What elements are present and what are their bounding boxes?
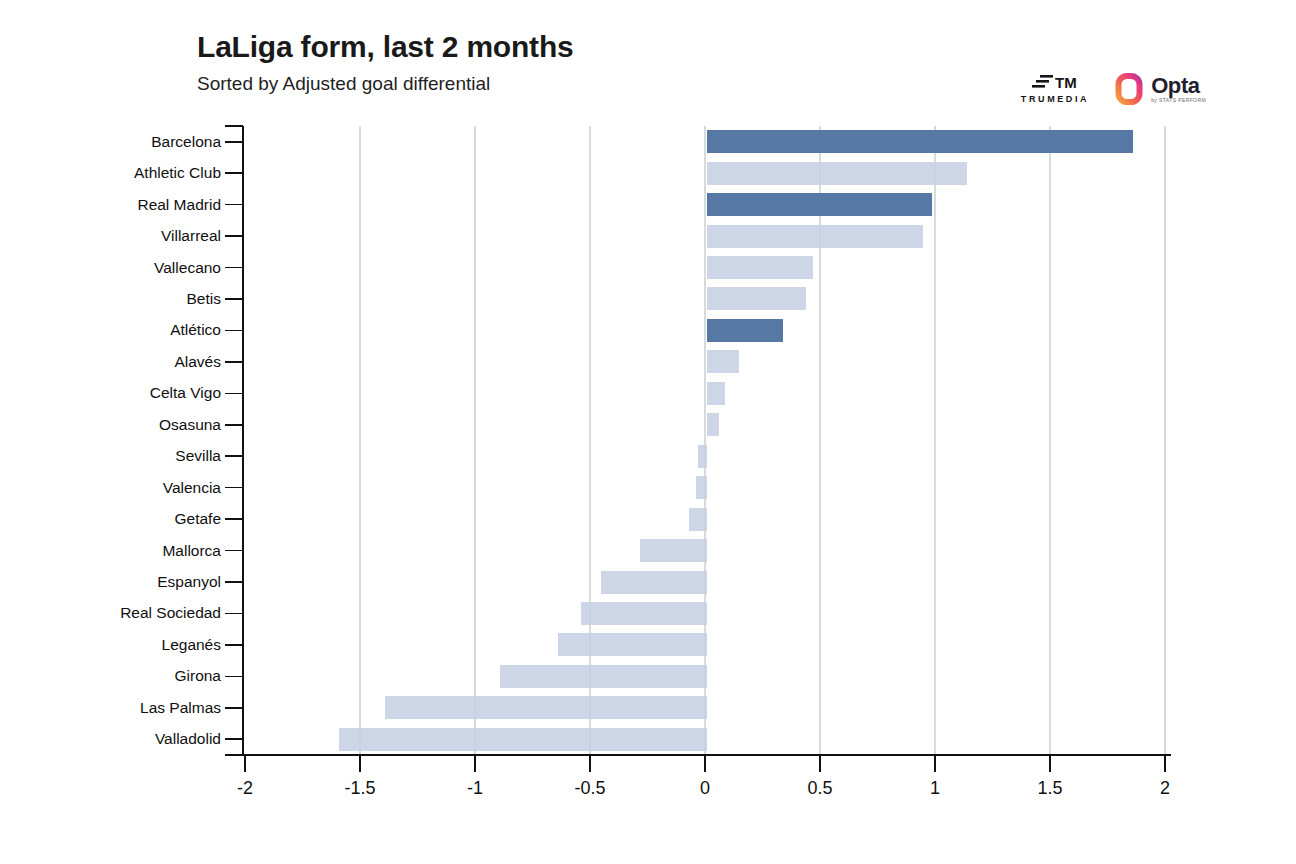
y-tick — [225, 455, 243, 457]
bar-betis — [707, 287, 806, 310]
team-label: Espanyol — [40, 573, 221, 591]
chart-page: LaLiga form, last 2 months Sorted by Adj… — [0, 0, 1296, 864]
x-tick-label: -0.5 — [574, 778, 605, 799]
bar-chart: Barcelona Athletic Club Real Madrid Villarr… — [0, 0, 1296, 864]
bar-athletic-club — [707, 162, 967, 185]
x-axis-line — [225, 754, 1171, 756]
y-tick — [225, 393, 243, 395]
x-tick-label: 1.5 — [1037, 778, 1062, 799]
team-label: Las Palmas — [40, 699, 221, 717]
team-label: Villarreal — [40, 227, 221, 245]
x-tick-label: 1 — [930, 778, 940, 799]
y-tick — [225, 738, 243, 740]
y-tick — [225, 581, 243, 583]
x-tick — [1049, 755, 1051, 772]
y-tick — [225, 361, 243, 363]
y-tick — [225, 707, 243, 709]
y-tick — [225, 172, 243, 174]
x-gridline — [704, 126, 706, 755]
y-tick — [225, 235, 243, 237]
bar-sevilla — [698, 445, 707, 468]
x-gridline — [589, 126, 591, 755]
team-label: Valencia — [40, 479, 221, 497]
team-label: Real Madrid — [40, 196, 221, 214]
bar-girona — [500, 665, 707, 688]
x-gridline — [819, 126, 821, 755]
team-label: Atlético — [40, 321, 221, 339]
bar-barcelona — [707, 130, 1133, 153]
bar-vallecano — [707, 256, 813, 279]
y-axis-line — [242, 126, 244, 756]
team-label: Celta Vigo — [40, 384, 221, 402]
x-tick — [934, 755, 936, 772]
x-tick — [589, 755, 591, 772]
x-tick — [1164, 755, 1166, 772]
bar-real-madrid — [707, 193, 932, 216]
team-label: Sevilla — [40, 447, 221, 465]
x-tick — [244, 755, 246, 772]
x-tick-label: 2 — [1160, 778, 1170, 799]
x-tick-label: -1 — [467, 778, 483, 799]
team-label: Getafe — [40, 510, 221, 528]
x-gridline — [1049, 126, 1051, 755]
bar-atlético — [707, 319, 783, 342]
team-label: Osasuna — [40, 416, 221, 434]
x-tick-label: -1.5 — [344, 778, 375, 799]
y-tick — [225, 330, 243, 332]
x-gridline — [934, 126, 936, 755]
bar-getafe — [689, 508, 707, 531]
team-label: Leganés — [40, 636, 221, 654]
y-tick — [225, 487, 243, 489]
y-tick — [225, 518, 243, 520]
y-tick — [225, 613, 243, 615]
y-tick — [225, 550, 243, 552]
bar-alavés — [707, 350, 739, 373]
x-gridline — [359, 126, 361, 755]
y-tick — [225, 267, 243, 269]
team-label: Real Sociedad — [40, 604, 221, 622]
bar-leganés — [558, 633, 708, 656]
x-gridline — [1164, 126, 1166, 755]
x-tick — [359, 755, 361, 772]
team-label: Alavés — [40, 353, 221, 371]
team-label: Barcelona — [40, 133, 221, 151]
bar-mallorca — [640, 539, 707, 562]
bar-espanyol — [601, 571, 707, 594]
x-tick-label: -2 — [237, 778, 253, 799]
y-axis-cap-tick — [225, 125, 243, 127]
y-tick — [225, 644, 243, 646]
y-tick — [225, 141, 243, 143]
y-tick — [225, 424, 243, 426]
bar-osasuna — [707, 413, 719, 436]
bar-valladolid — [339, 728, 707, 751]
bar-las-palmas — [385, 696, 707, 719]
team-label: Vallecano — [40, 259, 221, 277]
x-tick — [474, 755, 476, 772]
x-tick-label: 0 — [700, 778, 710, 799]
x-tick-label: 0.5 — [807, 778, 832, 799]
y-tick — [225, 204, 243, 206]
team-label: Athletic Club — [40, 164, 221, 182]
team-label: Betis — [40, 290, 221, 308]
x-tick — [704, 755, 706, 772]
x-gridline — [474, 126, 476, 755]
team-label: Valladolid — [40, 730, 221, 748]
bar-real-sociedad — [581, 602, 708, 625]
y-tick — [225, 676, 243, 678]
team-label: Mallorca — [40, 542, 221, 560]
team-label: Girona — [40, 667, 221, 685]
bar-celta-vigo — [707, 382, 725, 405]
bar-valencia — [696, 476, 708, 499]
y-tick — [225, 298, 243, 300]
x-tick — [819, 755, 821, 772]
bar-villarreal — [707, 225, 923, 248]
